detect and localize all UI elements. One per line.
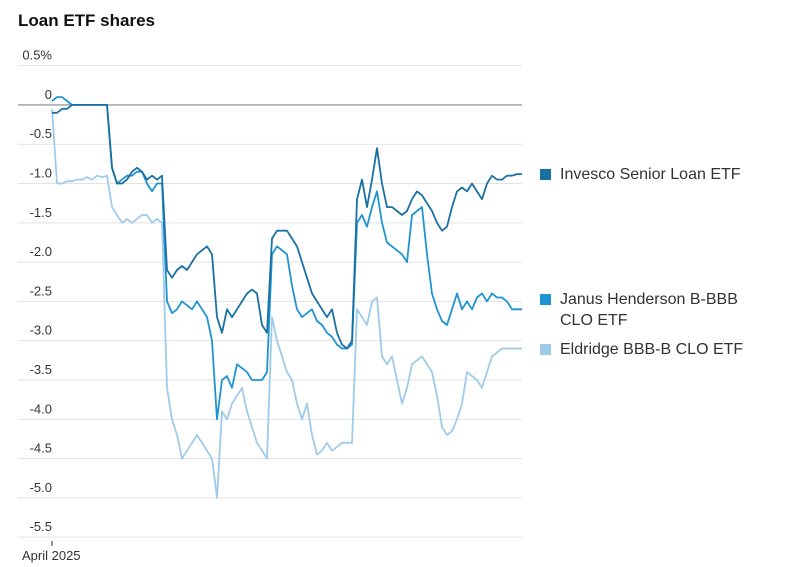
y-tick-label: -2.5	[30, 283, 52, 298]
y-tick-label: -3.0	[30, 323, 52, 338]
y-tick-label: -5.0	[30, 480, 52, 495]
legend-label: Janus Henderson B-BBB CLO ETF	[560, 291, 738, 330]
series-line	[52, 104, 522, 350]
y-tick-label: -5.5	[30, 519, 52, 534]
x-tick-label: April 2025	[22, 548, 81, 563]
y-tick-label: -4.0	[30, 401, 52, 416]
y-tick-label: -2.0	[30, 244, 52, 259]
legend-entry: Invesco Senior Loan ETF	[540, 164, 770, 185]
y-tick-label: 0.5%	[22, 48, 52, 63]
legend-label: Invesco Senior Loan ETF	[560, 166, 741, 184]
y-tick-label: -4.5	[30, 441, 52, 456]
y-tick-label: -1.5	[30, 205, 52, 220]
chart-title: Loan ETF shares	[18, 11, 155, 30]
y-tick-label: -1.0	[30, 166, 52, 181]
y-tick-label: -0.5	[30, 126, 52, 141]
legend-entry: Janus Henderson B-BBB CLO ETF	[540, 289, 770, 331]
y-tick-label: -3.5	[30, 362, 52, 377]
y-tick-label: 0	[45, 87, 52, 102]
legend-label: Eldridge BBB-B CLO ETF	[560, 340, 744, 358]
legend-swatch	[540, 294, 551, 306]
legend-swatch	[540, 343, 551, 355]
legend-entry: Eldridge BBB-B CLO ETF	[540, 339, 770, 360]
series-line	[51, 108, 522, 499]
legend-swatch	[540, 169, 551, 181]
